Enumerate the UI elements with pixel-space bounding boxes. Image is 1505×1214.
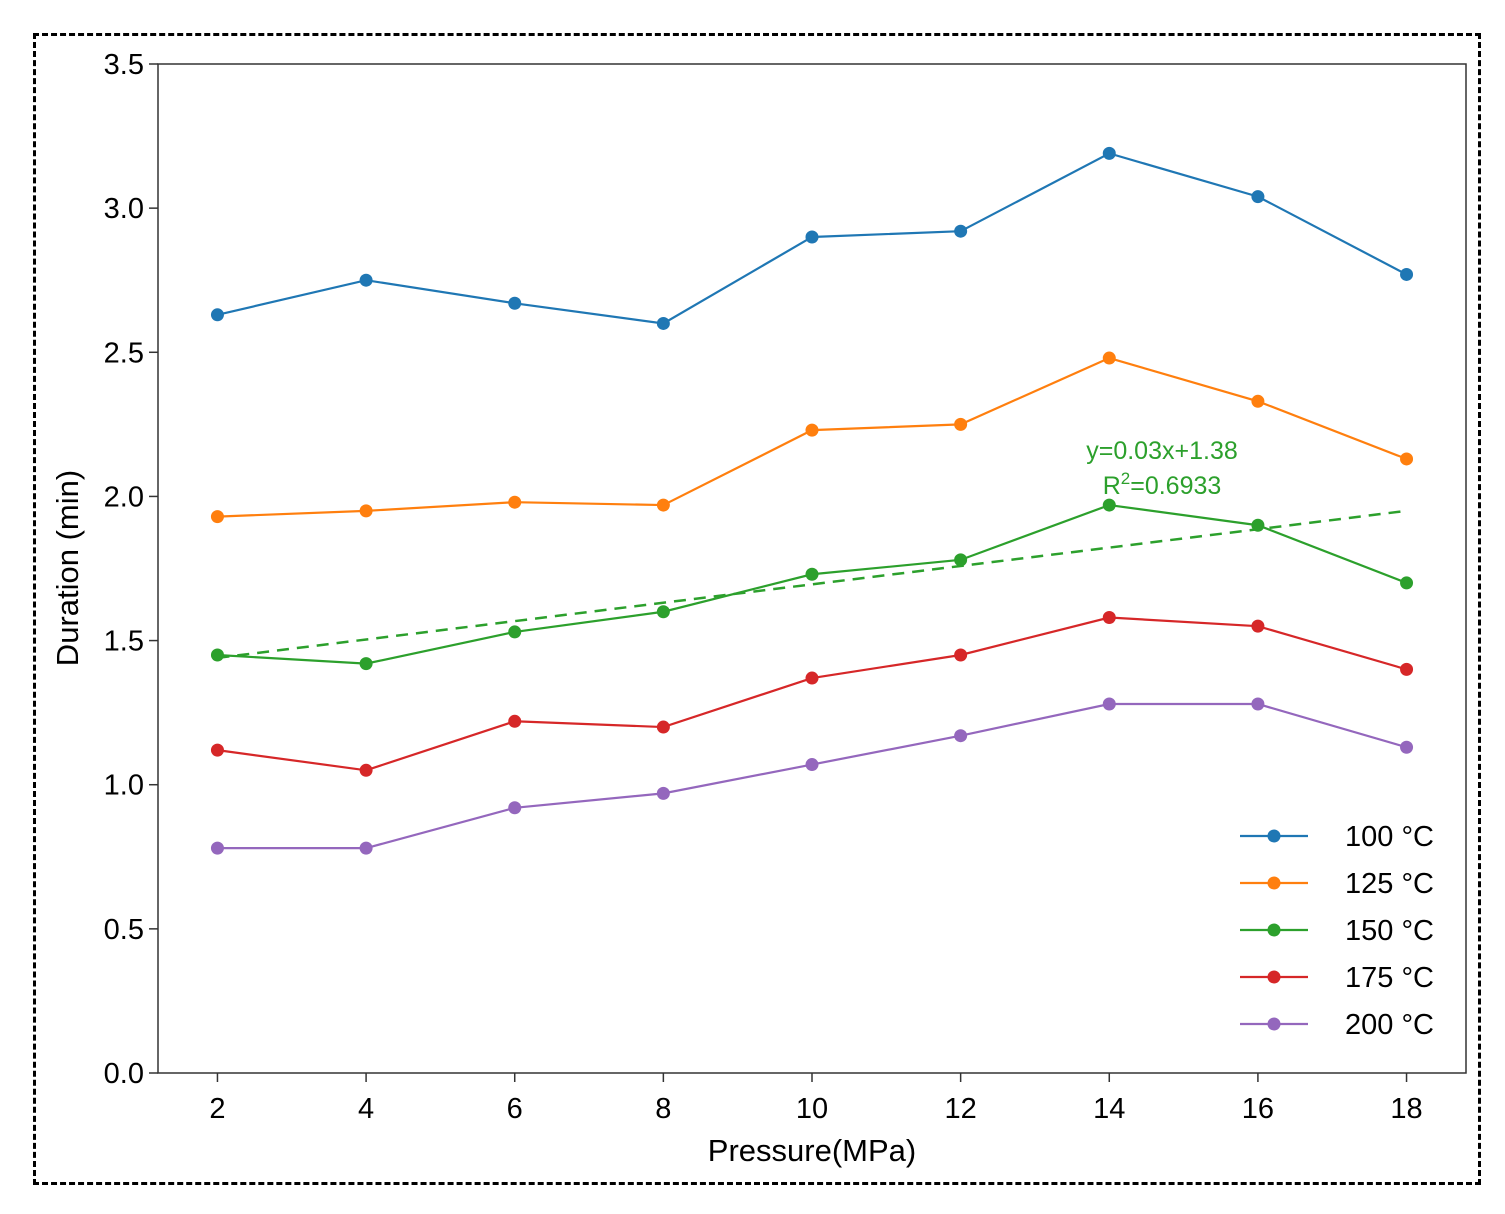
data-point <box>954 224 968 238</box>
data-point <box>1251 190 1265 204</box>
data-point <box>508 714 522 728</box>
y-tick-label: 2.5 <box>104 337 144 369</box>
data-point <box>1102 146 1116 160</box>
data-point <box>1251 518 1265 532</box>
data-point <box>1102 697 1116 711</box>
data-point <box>359 504 373 518</box>
data-point <box>1102 611 1116 625</box>
data-point <box>210 743 224 757</box>
dashed-frame <box>33 33 1481 1185</box>
data-point <box>359 273 373 287</box>
legend-item: 175 °C <box>1240 962 1434 994</box>
y-tick-label: 0.5 <box>104 914 144 946</box>
data-point <box>210 308 224 322</box>
data-point <box>1102 498 1116 512</box>
data-point <box>508 801 522 815</box>
y-tick-label: 2.0 <box>104 481 144 513</box>
axis-ticks: 2 4 6 8 10 12 14 16 18 0.0 0.5 1.0 1.5 2.0 2.5 3.0 3.5 <box>104 49 1423 1125</box>
data-point <box>1102 351 1116 365</box>
legend-swatch-marker <box>1267 1017 1281 1031</box>
y-tick-label: 3.0 <box>104 193 144 225</box>
data-point <box>805 230 819 244</box>
legend-swatch-marker <box>1267 829 1281 843</box>
x-axis-label: Pressure(MPa) <box>708 1133 916 1168</box>
data-point <box>656 786 670 800</box>
data-point <box>954 553 968 567</box>
r2-superscript: 2 <box>1121 469 1130 488</box>
data-point <box>1400 662 1414 676</box>
legend-item: 125 °C <box>1240 868 1434 900</box>
legend-swatch-marker <box>1267 876 1281 890</box>
legend-swatch-marker <box>1267 923 1281 937</box>
data-point <box>656 605 670 619</box>
x-tick-label: 16 <box>1242 1093 1274 1125</box>
x-tick-label: 10 <box>796 1093 828 1125</box>
series-group <box>210 146 1414 855</box>
y-tick-label: 1.0 <box>104 770 144 802</box>
data-point <box>954 417 968 431</box>
data-point <box>805 567 819 581</box>
legend-item: 100 °C <box>1240 821 1434 853</box>
data-point <box>1251 394 1265 408</box>
y-axis-label: Duration (min) <box>50 470 85 666</box>
series-125c <box>210 351 1414 524</box>
legend-label: 100 °C <box>1345 821 1434 853</box>
series-175c <box>210 611 1414 777</box>
y-tick-label: 3.5 <box>104 49 144 81</box>
data-point <box>210 648 224 662</box>
data-point <box>805 423 819 437</box>
series-150c <box>210 498 1414 671</box>
legend: 100 °C 125 °C 150 °C 175 °C 200 °C <box>1240 821 1434 1041</box>
legend-label: 200 °C <box>1345 1009 1434 1041</box>
data-point <box>508 625 522 639</box>
data-point <box>1251 697 1265 711</box>
data-point <box>1400 740 1414 754</box>
legend-swatch-marker <box>1267 970 1281 984</box>
series-100c <box>210 146 1414 330</box>
fit-equation: y=0.03x+1.38 <box>1086 437 1238 465</box>
data-point <box>1400 267 1414 281</box>
data-point <box>1251 619 1265 633</box>
data-point <box>508 495 522 509</box>
legend-item: 200 °C <box>1240 1009 1434 1041</box>
y-tick-label: 1.5 <box>104 626 144 658</box>
fit-r-squared: R2=0.6933 <box>1103 469 1222 500</box>
data-point <box>1400 576 1414 590</box>
data-point <box>1400 452 1414 466</box>
data-point <box>359 657 373 671</box>
data-point <box>359 841 373 855</box>
data-point <box>656 316 670 330</box>
x-tick-label: 6 <box>507 1093 523 1125</box>
x-tick-label: 4 <box>358 1093 374 1125</box>
series-200c <box>210 697 1414 855</box>
legend-label: 150 °C <box>1345 915 1434 947</box>
data-point <box>210 510 224 524</box>
x-tick-label: 12 <box>945 1093 977 1125</box>
legend-label: 175 °C <box>1345 962 1434 994</box>
fit-annotation: y=0.03x+1.38 R2=0.6933 <box>1086 437 1238 500</box>
x-tick-label: 18 <box>1390 1093 1422 1125</box>
data-point <box>508 296 522 310</box>
x-tick-label: 8 <box>655 1093 671 1125</box>
data-point <box>954 729 968 743</box>
data-point <box>359 763 373 777</box>
legend-label: 125 °C <box>1345 868 1434 900</box>
data-point <box>656 720 670 734</box>
data-point <box>805 671 819 685</box>
r2-prefix: R <box>1103 472 1121 500</box>
data-point <box>210 841 224 855</box>
data-point <box>805 758 819 772</box>
x-tick-label: 2 <box>209 1093 225 1125</box>
data-point <box>656 498 670 512</box>
legend-item: 150 °C <box>1240 915 1434 947</box>
data-point <box>954 648 968 662</box>
y-tick-label: 0.0 <box>104 1058 144 1090</box>
x-tick-label: 14 <box>1093 1093 1125 1125</box>
r2-value: =0.6933 <box>1130 472 1221 500</box>
